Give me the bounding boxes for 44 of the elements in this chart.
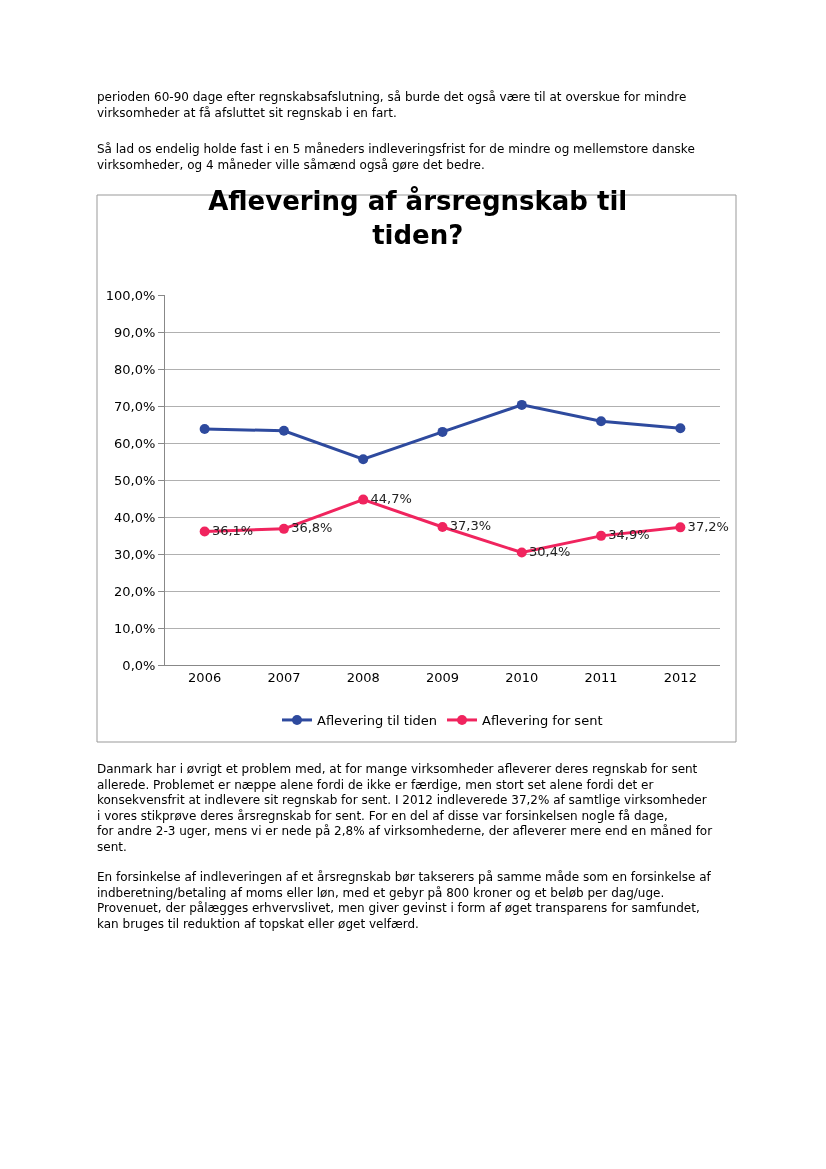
y-tick-label: 80,0% <box>114 361 156 377</box>
text: perioden 60-90 dage efter regnskabsafslutning, så burde det også være til at overskue for mindre virksomheder at få afsluttet sit regnskab i en fart. <box>97 90 687 120</box>
y-tick-label: 50,0% <box>114 472 156 488</box>
y-tick-label: 20,0% <box>114 583 156 599</box>
x-tick-label: 2006 <box>188 669 222 685</box>
text: En forsinkelse af indleveringen af et årsregnskab bør takserers på samme måde som en forsinkelse af indberetning/betaling af moms eller løn, med et gebyr på 800 kroner og et beløb per dag/uge. Provenuet, der pålægges erhvervslivet, men giver gevinst i form af øget transparens for samfundet, kan bruges til reduktion af topskat eller øget velfærd. <box>97 870 712 931</box>
legend-label: Aflevering til tiden <box>317 713 438 729</box>
point <box>596 416 607 427</box>
y-tick-label: 70,0% <box>114 398 156 414</box>
point <box>278 523 289 534</box>
y-tick-label: 30,0% <box>114 546 156 562</box>
x-tick-label: 2008 <box>346 669 380 685</box>
y-tick-label: 100,0% <box>105 287 156 303</box>
x-tick-label: 2011 <box>584 669 618 685</box>
y-tick-label: 90,0% <box>114 324 156 340</box>
x-tick-label: 2010 <box>505 669 539 685</box>
chart-title: Aflevering af årsregnskab til tiden? <box>208 185 628 250</box>
point <box>516 547 527 558</box>
point <box>675 423 686 434</box>
text: Danmark har i øvrigt et problem med, at for mange virksomheder afleverer deres regnskab for sent allerede. Problemet er næppe alene fordi de ikke er færdige, men stort set alene fordi det er konsekvensfrit at indlevere sit regnskab for sent. I 2012 indleverede 37,2% af samtlige virksomheder i vores stikprøve deres årsregnskab for sent. For en del af disse var forsinkelsen nogle få dage, for andre 2-3 uger, mens vi er nede på 2,8% af virksomhederne, der afleverer mere end en måned for sent. <box>97 762 713 854</box>
data-label: 44,7% <box>370 490 412 506</box>
data-label: 36,8% <box>291 520 333 536</box>
point <box>516 399 527 410</box>
point <box>596 530 607 541</box>
point <box>278 425 289 436</box>
point <box>437 426 448 437</box>
x-tick-label: 2009 <box>425 669 460 685</box>
x-tick-label: 2007 <box>267 669 301 685</box>
data-label: 30,4% <box>529 543 571 559</box>
text: Så lad os endelig holde fast i en 5 måneders indleveringsfrist for de mindre og mellemstore danske virksomheder, og 4 måneder ville såmænd også gøre det bedre. <box>97 142 695 172</box>
data-label: 37,2% <box>687 518 729 534</box>
point <box>675 522 686 533</box>
point <box>199 526 210 537</box>
data-label: 37,3% <box>449 518 492 534</box>
point <box>199 423 210 434</box>
legend-label: Aflevering for sent <box>482 713 603 729</box>
y-tick-label: 0,0% <box>122 657 156 673</box>
point <box>358 494 369 505</box>
y-tick-label: 40,0% <box>114 509 156 525</box>
point <box>358 454 369 465</box>
x-tick-label: 2012 <box>663 669 697 685</box>
y-tick-label: 60,0% <box>114 435 156 451</box>
y-tick-label: 10,0% <box>114 620 156 636</box>
point <box>437 521 448 532</box>
